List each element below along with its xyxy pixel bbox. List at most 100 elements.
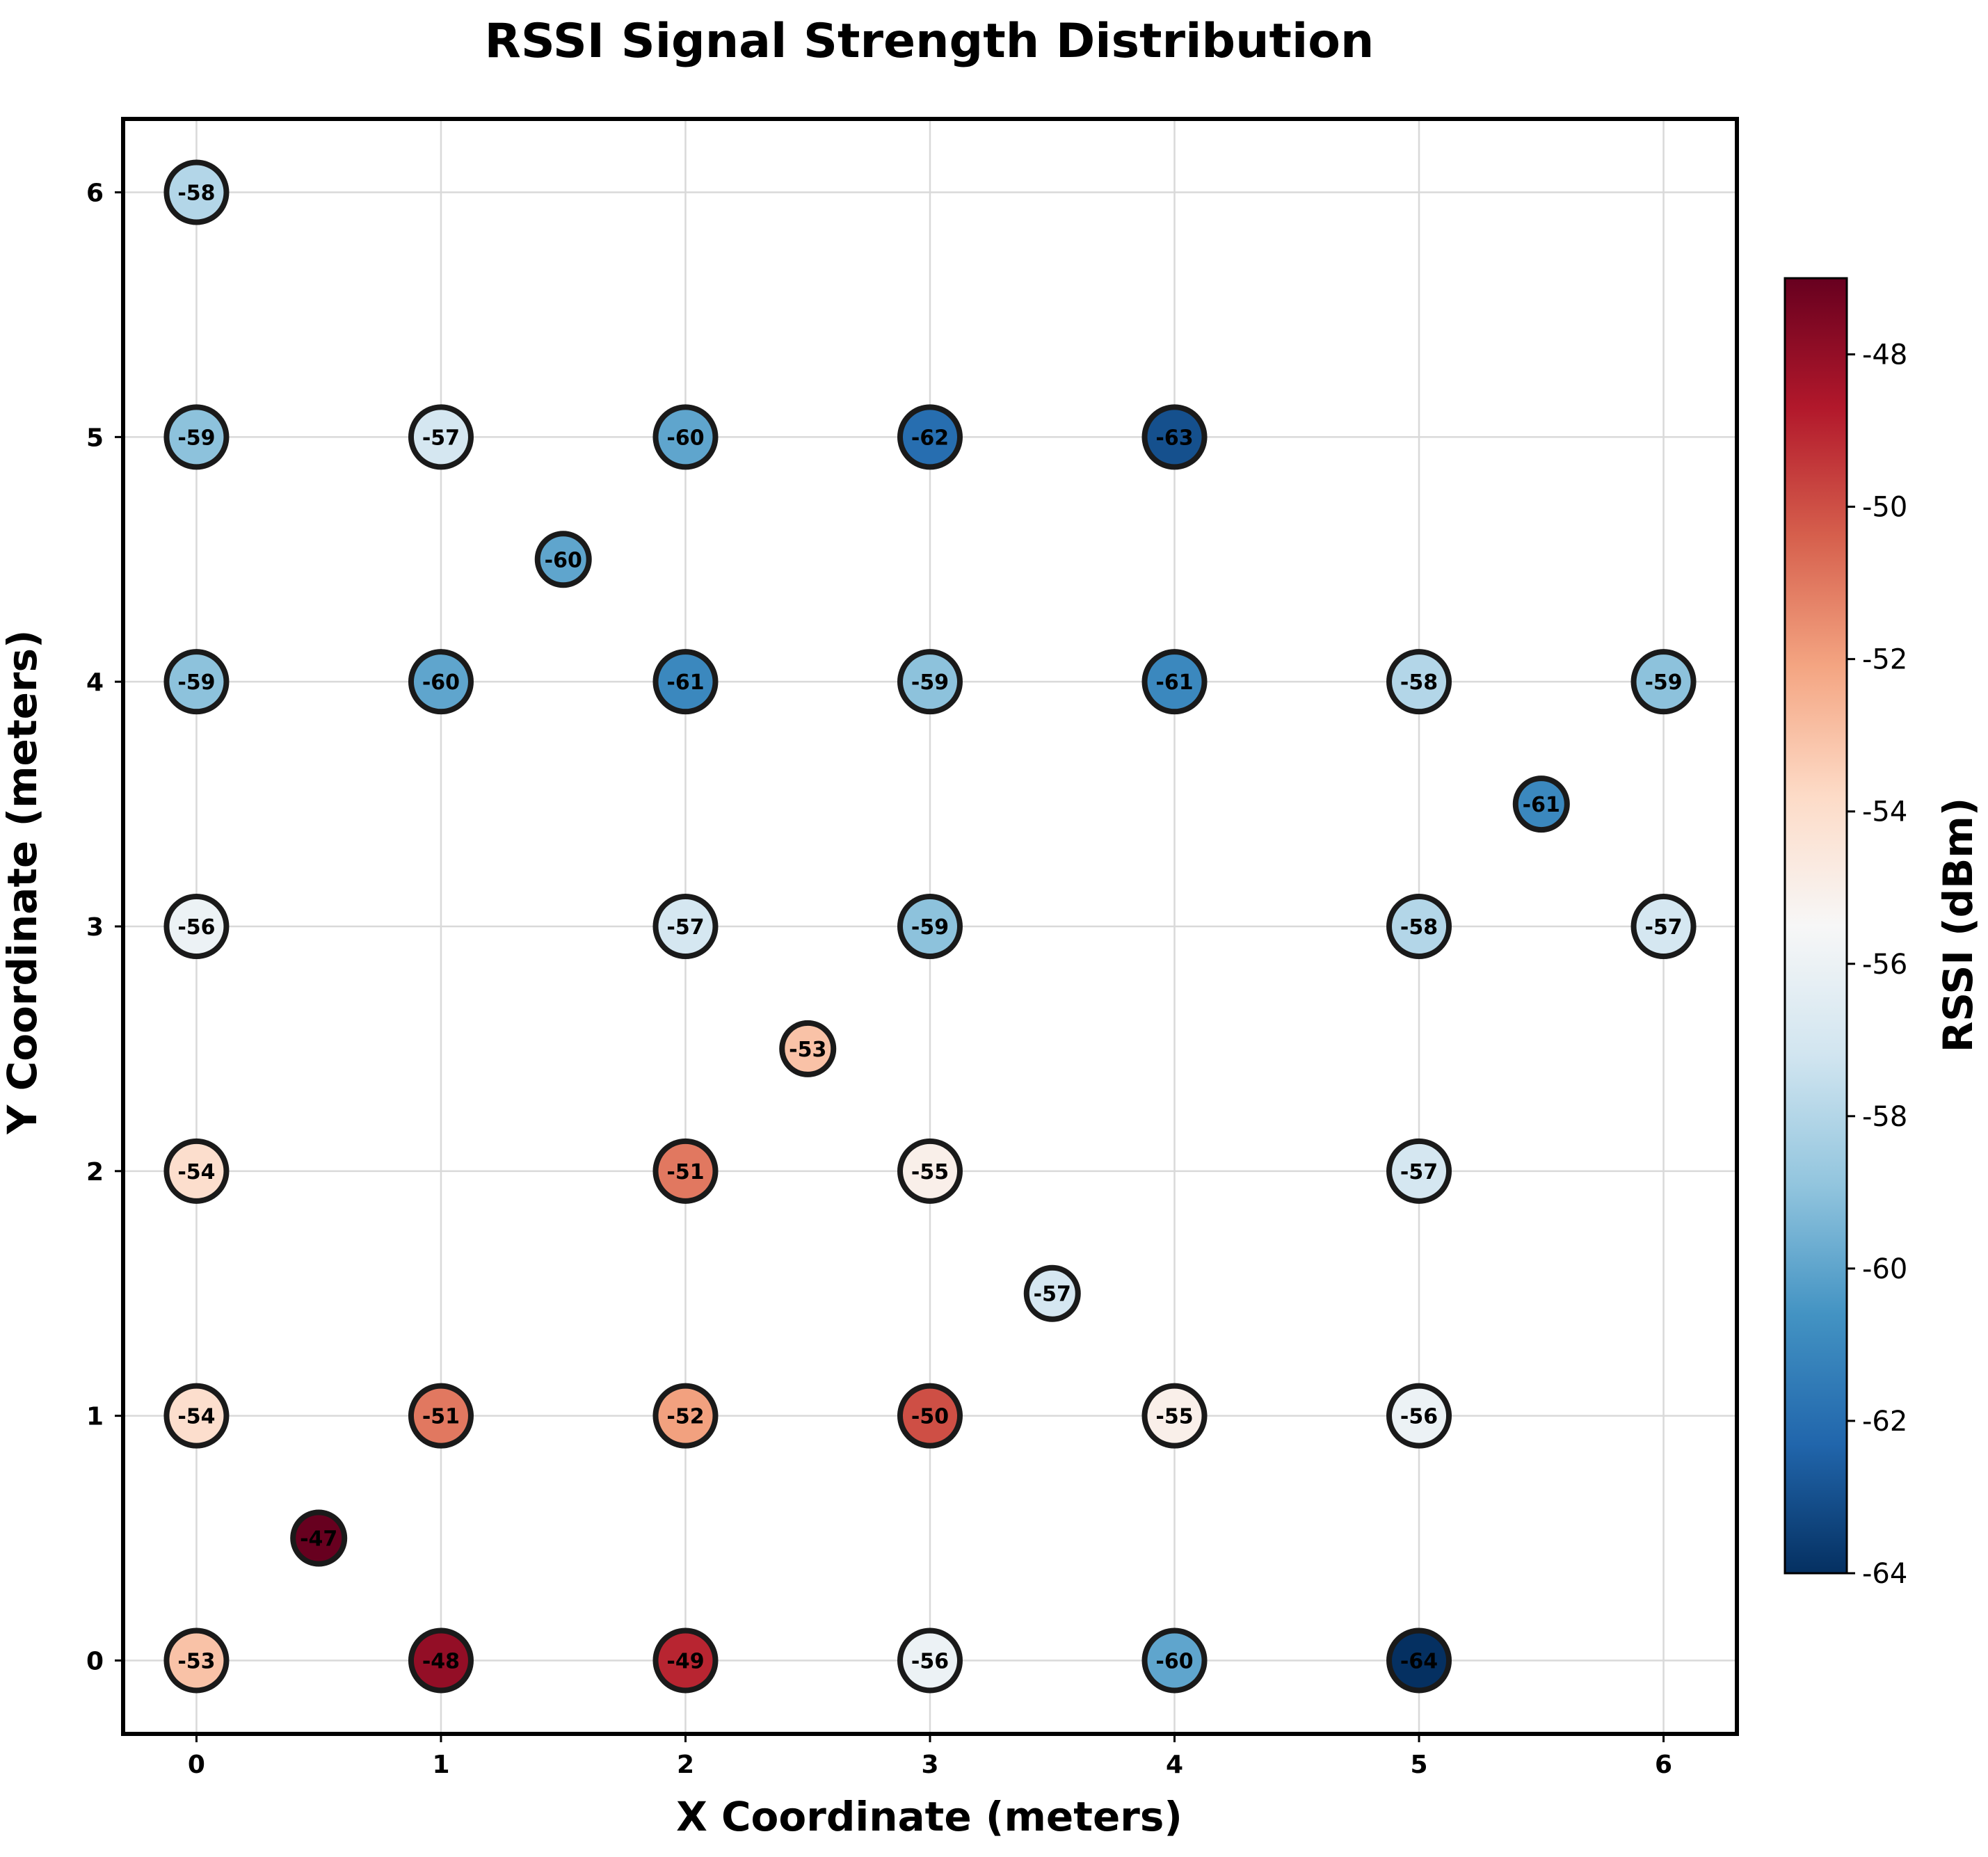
data-point <box>652 1138 719 1204</box>
colorbar-tick-label: -48 <box>1862 339 1907 371</box>
data-point <box>652 1383 719 1449</box>
point-value-label: -62 <box>911 426 949 450</box>
x-axis-label: X Coordinate (meters) <box>676 1793 1183 1840</box>
point-value-label: -59 <box>177 426 215 450</box>
data-point <box>163 894 230 959</box>
y-axis-label: Y Coordinate (meters) <box>0 629 46 1134</box>
colorbar-tick-label: -50 <box>1862 492 1907 524</box>
colorbar-tick-label: -54 <box>1862 796 1907 828</box>
colorbar-tick-label: -58 <box>1862 1101 1907 1133</box>
data-point <box>163 649 230 715</box>
data-point <box>163 1383 230 1449</box>
data-point <box>408 649 474 715</box>
colorbar-tick-label: -60 <box>1862 1253 1907 1285</box>
point-value-label: -63 <box>1155 426 1193 450</box>
data-point <box>897 1627 963 1694</box>
data-point <box>408 1383 474 1449</box>
point-value-label: -54 <box>177 1405 215 1429</box>
point-value-label: -59 <box>911 670 949 695</box>
data-point <box>163 1138 230 1204</box>
colorbar-label: RSSI (dBm) <box>1934 798 1982 1053</box>
point-value-label: -58 <box>1400 915 1438 940</box>
data-point <box>534 531 592 588</box>
point-value-label: -55 <box>911 1160 949 1184</box>
data-point <box>652 404 719 470</box>
colorbar-gradient <box>1783 277 1848 1575</box>
data-point <box>163 159 230 225</box>
point-value-label: -58 <box>177 182 215 206</box>
y-tick-label: 5 <box>86 424 104 452</box>
point-value-label: -57 <box>422 426 460 450</box>
y-tick-label: 1 <box>86 1403 104 1431</box>
data-point <box>897 1138 963 1204</box>
point-value-label: -47 <box>300 1527 337 1552</box>
colorbar-ticks: -48 -50 -52 -54 -56 -58 -60 -62 -64 <box>1847 339 1907 1590</box>
data-point <box>1386 894 1452 959</box>
data-point <box>1141 404 1208 470</box>
point-value-label: -60 <box>666 426 704 450</box>
data-point <box>1512 775 1570 833</box>
point-value-label: -59 <box>1644 670 1682 695</box>
point-value-labels: -58 -59 -57 -60 -62 -63 -60 -59 -60 -61 -59 -61 -58 -… <box>177 182 1682 1674</box>
point-value-label: -55 <box>1155 1405 1193 1429</box>
data-point <box>1386 649 1452 715</box>
x-tick-label: 5 <box>1410 1751 1427 1779</box>
x-tick-label: 0 <box>188 1751 205 1779</box>
point-value-label: -57 <box>1644 915 1682 940</box>
y-tick-label: 4 <box>86 668 104 697</box>
point-value-label: -60 <box>422 670 460 695</box>
x-tick-label: 2 <box>677 1751 694 1779</box>
chart-title: RSSI Signal Strength Distribution <box>485 14 1374 69</box>
point-value-label: -50 <box>911 1405 949 1429</box>
point-value-label: -57 <box>1034 1283 1071 1307</box>
data-point <box>652 649 719 715</box>
data-point <box>1386 1383 1452 1449</box>
data-point <box>897 894 963 959</box>
point-value-label: -57 <box>1400 1160 1438 1184</box>
x-tick-label: 4 <box>1166 1751 1183 1779</box>
point-value-label: -54 <box>177 1160 215 1184</box>
x-tick-label: 6 <box>1655 1751 1672 1779</box>
y-tick-label: 0 <box>86 1647 104 1675</box>
x-tick-label: 1 <box>432 1751 449 1779</box>
point-value-label: -64 <box>1400 1649 1438 1673</box>
data-point <box>1630 894 1697 959</box>
colorbar-tick-label: -62 <box>1862 1406 1907 1438</box>
y-axis-ticks: 0 1 2 3 4 5 6 <box>86 179 123 1675</box>
point-value-label: -58 <box>1400 670 1438 695</box>
data-point <box>897 404 963 470</box>
data-point <box>1386 1138 1452 1204</box>
colorbar-tick-label: -64 <box>1862 1558 1907 1590</box>
data-point <box>652 1627 719 1694</box>
point-value-label: -52 <box>666 1405 704 1429</box>
data-point <box>408 404 474 470</box>
data-point <box>1141 1627 1208 1694</box>
point-value-label: -51 <box>666 1160 704 1184</box>
point-value-label: -59 <box>911 915 949 940</box>
data-point <box>897 649 963 715</box>
point-value-label: -61 <box>666 670 704 695</box>
point-value-label: -57 <box>666 915 704 940</box>
y-tick-label: 3 <box>86 913 104 942</box>
y-tick-label: 2 <box>86 1158 104 1187</box>
colorbar-tick-label: -52 <box>1862 644 1907 676</box>
data-point <box>652 894 719 959</box>
point-value-label: -61 <box>1155 670 1193 695</box>
data-point <box>897 1383 963 1449</box>
point-value-label: -60 <box>1155 1649 1193 1673</box>
point-value-label: -53 <box>177 1649 215 1673</box>
y-tick-label: 6 <box>86 179 104 208</box>
point-value-label: -51 <box>422 1405 460 1429</box>
scatter-points <box>163 159 1697 1694</box>
point-value-label: -60 <box>545 548 582 572</box>
data-point <box>290 1509 348 1567</box>
data-point <box>163 404 230 470</box>
colorbar-tick-label: -56 <box>1862 949 1907 981</box>
point-value-label: -59 <box>177 670 215 695</box>
data-point <box>779 1020 837 1077</box>
data-point <box>1630 649 1697 715</box>
data-point <box>408 1627 474 1694</box>
data-point <box>1141 1383 1208 1449</box>
x-tick-label: 3 <box>921 1751 938 1779</box>
